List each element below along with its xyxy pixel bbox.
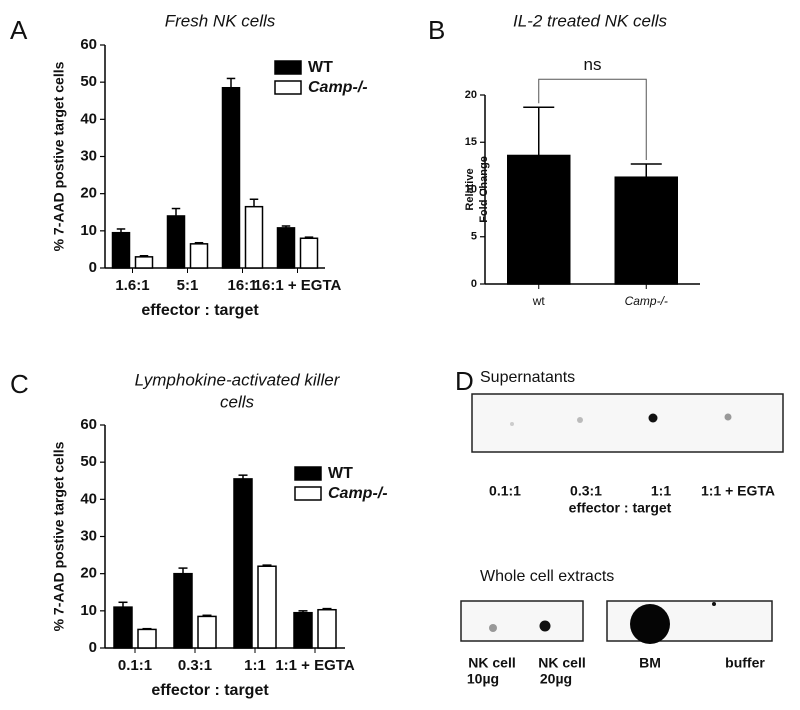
x-tick-label: 16:1 <box>227 277 257 294</box>
y-tick-label: 20 <box>80 185 97 202</box>
x-tick-label: 0.1:1 <box>118 657 152 674</box>
chart-title: Fresh NK cells <box>165 11 276 30</box>
x-tick-label: Camp-/- <box>625 294 668 308</box>
annotation: ns <box>584 55 602 74</box>
bar <box>614 176 678 285</box>
panel-letter: B <box>428 15 445 45</box>
y-tick-label: 20 <box>465 89 477 101</box>
significance-bracket <box>538 78 647 160</box>
x-tick-label: 0.3:1 <box>178 657 212 674</box>
bar <box>276 227 296 269</box>
bar <box>173 572 193 649</box>
blot-strip <box>471 393 784 453</box>
spot <box>577 417 583 423</box>
legend-swatch <box>274 60 302 75</box>
y-tick-label: 50 <box>80 73 97 90</box>
x-tick-label: 1:1 + EGTA <box>275 657 354 674</box>
bar <box>507 154 571 285</box>
x-tick-label: wt <box>532 294 546 308</box>
y-tick-label: 0 <box>89 259 97 276</box>
bar <box>317 608 337 649</box>
y-tick-label: 40 <box>80 490 97 507</box>
legend-label: Camp-/- <box>328 485 388 502</box>
blot-label: 0.1:1 <box>489 483 521 499</box>
bar <box>189 243 209 269</box>
x-tick-label: 5:1 <box>177 277 199 294</box>
blot-label: 1:1 + EGTA <box>701 483 775 499</box>
x-tick-label: 16:1 + EGTA <box>254 277 342 294</box>
x-axis-label: effector : target <box>141 302 259 319</box>
bar <box>111 231 131 269</box>
y-tick-label: 15 <box>465 136 477 148</box>
y-tick-label: 0 <box>471 278 477 290</box>
y-tick-label: 5 <box>471 231 477 243</box>
y-tick-label: 60 <box>80 416 97 433</box>
legend-swatch <box>294 466 322 481</box>
blot-title: Supernatants <box>480 369 575 386</box>
blot-label: BM <box>639 655 661 671</box>
y-tick-label: 40 <box>80 110 97 127</box>
blot-title: Whole cell extracts <box>480 568 614 585</box>
y-tick-label: 10 <box>80 222 97 239</box>
legend-swatch <box>294 486 322 501</box>
spot <box>539 620 551 632</box>
blot-xlabel: effector : target <box>569 500 672 516</box>
blot-panel: D Supernatants 0.1:1 0.3:1 1:1 1:1 + EGT… <box>455 366 784 687</box>
spot <box>630 604 670 644</box>
legend-label: WT <box>308 59 333 76</box>
y-tick-label: 20 <box>80 565 97 582</box>
bar <box>299 237 319 269</box>
spot <box>510 422 514 426</box>
chart-title: cells <box>220 392 255 411</box>
y-tick-label: 30 <box>80 527 97 544</box>
chart-title: IL-2 treated NK cells <box>513 11 668 30</box>
y-axis-label: % 7-AAD postive target cells <box>51 61 67 251</box>
y-tick-label: 10 <box>465 183 477 195</box>
spot <box>712 602 716 606</box>
legend-swatch <box>274 80 302 95</box>
spot <box>724 413 732 421</box>
bar <box>233 478 253 649</box>
panel-letter: C <box>10 369 29 399</box>
bar <box>197 615 217 649</box>
bar <box>166 215 186 269</box>
bar <box>221 86 241 269</box>
bar <box>293 611 313 649</box>
y-axis-label: % 7-AAD postive target cells <box>51 441 67 631</box>
blot-strip <box>460 600 584 642</box>
spot <box>648 413 658 423</box>
y-tick-label: 50 <box>80 453 97 470</box>
panel-letter: A <box>10 15 28 45</box>
blot-label: NK cell <box>538 655 585 671</box>
chart-title: Lymphokine-activated killer <box>135 370 341 389</box>
y-tick-label: 0 <box>89 639 97 656</box>
spot <box>489 624 497 632</box>
x-axis-label: effector : target <box>151 682 269 699</box>
panel-letter: D <box>455 366 474 396</box>
y-axis-label: Fold Change <box>478 156 490 223</box>
bar <box>257 565 277 649</box>
y-tick-label: 60 <box>80 36 97 53</box>
y-tick-label: 10 <box>80 602 97 619</box>
blot-label: 0.3:1 <box>570 483 602 499</box>
blot-label: 20µg <box>540 671 572 687</box>
bar <box>244 205 264 269</box>
legend-label: WT <box>328 465 353 482</box>
x-tick-label: 1.6:1 <box>115 277 149 294</box>
y-axis-label: Relative <box>464 168 476 210</box>
y-tick-label: 30 <box>80 147 97 164</box>
bar <box>134 256 154 269</box>
blot-label: 1:1 <box>651 483 671 499</box>
blot-label: buffer <box>725 655 765 671</box>
legend-label: Camp-/- <box>308 79 368 96</box>
blot-label: NK cell <box>468 655 515 671</box>
blot-label: 10µg <box>467 671 499 687</box>
bar <box>137 628 157 649</box>
x-tick-label: 1:1 <box>244 657 266 674</box>
bar <box>113 606 133 649</box>
